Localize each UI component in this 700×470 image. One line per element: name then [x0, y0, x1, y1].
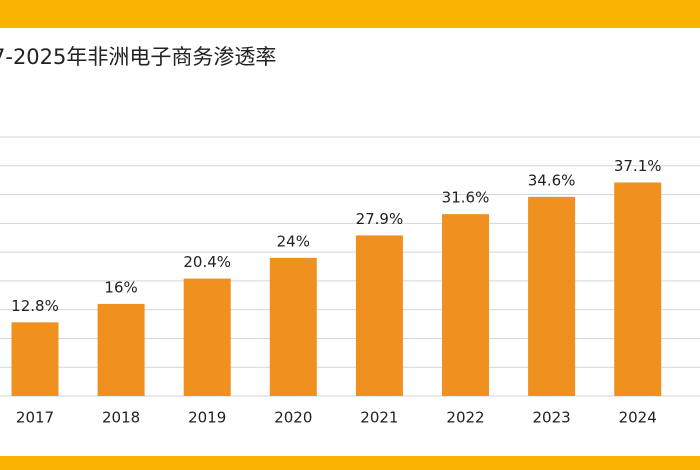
bar [528, 196, 576, 396]
value-label: 16% [104, 278, 137, 296]
value-label: 37.1% [614, 157, 662, 175]
x-tick-label: 2022 [446, 409, 484, 427]
x-tick-label: 2020 [274, 409, 312, 427]
bar [614, 182, 662, 396]
bar [11, 322, 59, 396]
x-tick-label: 2018 [102, 409, 140, 427]
bar [97, 303, 145, 396]
bar [183, 278, 231, 396]
x-tick-label: 2019 [188, 409, 226, 427]
x-tick-label: 2017 [16, 409, 54, 427]
value-label: 31.6% [442, 189, 490, 207]
chart-title: 7-2025年非洲电子商务渗透率 [0, 45, 276, 69]
value-label: 34.6% [528, 171, 576, 189]
bar [269, 257, 317, 396]
bar [355, 235, 403, 396]
x-tick-label: 2021 [360, 409, 398, 427]
value-label: 20.4% [183, 253, 231, 271]
bar [442, 214, 489, 396]
value-label: 24% [277, 232, 310, 250]
value-label: 12.8% [11, 297, 59, 315]
x-tick-label: 2024 [619, 409, 657, 427]
value-label: 27.9% [356, 210, 404, 228]
x-tick-label: 2023 [533, 409, 571, 427]
